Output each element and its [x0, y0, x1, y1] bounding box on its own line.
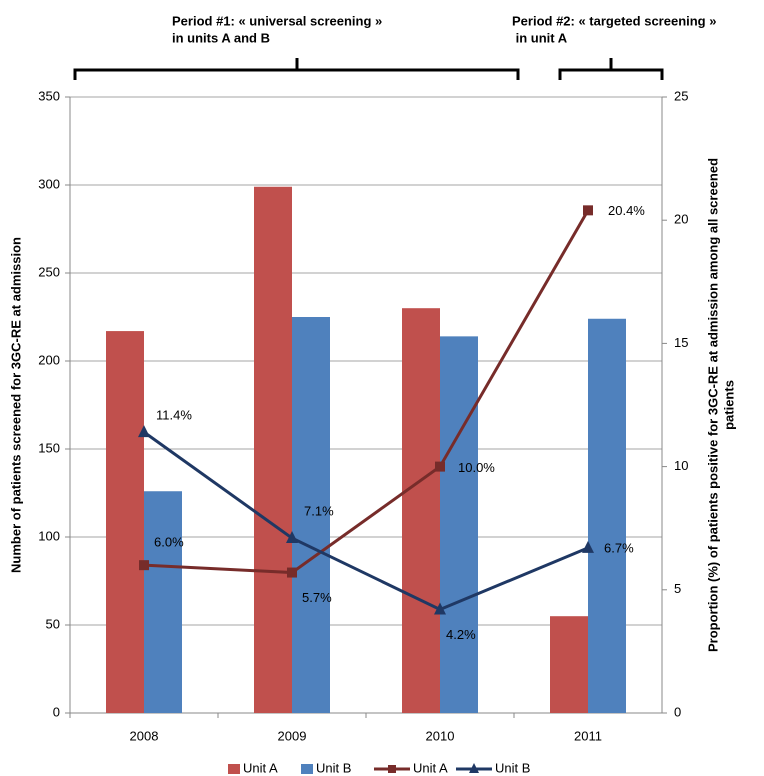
legend-label: Unit A — [413, 760, 448, 775]
y-tick-label: 150 — [38, 440, 60, 455]
period-2-bracket — [558, 58, 664, 80]
bar — [292, 317, 330, 713]
marker — [138, 425, 150, 438]
x-tick-label: 2008 — [130, 728, 159, 743]
period-1-bracket — [73, 58, 520, 80]
y-tick-label: 300 — [38, 176, 60, 191]
legend-marker — [388, 765, 396, 773]
legend-swatch — [301, 764, 313, 774]
legend-label: Unit B — [316, 760, 351, 775]
data-label: 11.4% — [156, 408, 192, 423]
legend-marker — [469, 763, 479, 773]
bar — [402, 308, 440, 713]
annotation: Period #1: « universal screening » — [172, 13, 382, 28]
marker — [139, 560, 149, 571]
marker — [582, 540, 594, 553]
brackets — [73, 58, 664, 80]
x-tick-label: 2010 — [426, 728, 455, 743]
data-label: 7.1% — [304, 503, 334, 518]
line — [143, 430, 589, 612]
y2-tick-label: 0 — [674, 704, 681, 719]
y2-axis-label: Proportion (%) of patients positive for … — [705, 158, 720, 652]
bar — [144, 491, 182, 713]
y2-tick-label: 20 — [674, 212, 688, 227]
y2-tick-label: 10 — [674, 458, 688, 473]
y-axis-label: Number of patients screened for 3GC-RE a… — [8, 237, 23, 573]
x-tick-label: 2009 — [278, 728, 307, 743]
y-tick-label: 100 — [38, 528, 60, 543]
data-label: 6.0% — [154, 535, 184, 550]
marker — [287, 567, 297, 578]
annotation: in unit A — [512, 30, 568, 45]
y-tick-label: 200 — [38, 352, 60, 367]
bar — [550, 616, 588, 713]
bar — [588, 318, 626, 713]
bar — [106, 331, 144, 713]
data-label: 6.7% — [604, 540, 634, 555]
y2-tick-label: 5 — [674, 581, 681, 596]
y-tick-label: 50 — [46, 616, 60, 631]
data-label: 5.7% — [302, 590, 332, 605]
annotation: in units A and B — [172, 30, 270, 45]
y-tick-label: 0 — [53, 704, 60, 719]
y2-axis-label: patients — [721, 380, 736, 430]
line — [143, 209, 590, 575]
bar — [440, 336, 478, 713]
legend-label: Unit B — [495, 760, 530, 775]
x-tick-label: 2011 — [574, 728, 602, 743]
data-label: 4.2% — [446, 627, 476, 642]
annotation: Period #2: « targeted screening » — [512, 13, 716, 28]
y-tick-label: 350 — [38, 88, 60, 103]
marker — [583, 205, 593, 216]
legend-label: Unit A — [243, 760, 278, 775]
y2-tick-label: 25 — [674, 88, 688, 103]
legend-swatch — [228, 764, 240, 774]
data-label: 20.4% — [608, 203, 645, 218]
bar — [254, 186, 292, 713]
y2-tick-label: 15 — [674, 335, 688, 350]
marker — [434, 602, 446, 615]
marker — [286, 531, 298, 544]
data-label: 10.0% — [458, 460, 495, 475]
y-tick-label: 250 — [38, 264, 60, 279]
marker — [435, 461, 445, 472]
